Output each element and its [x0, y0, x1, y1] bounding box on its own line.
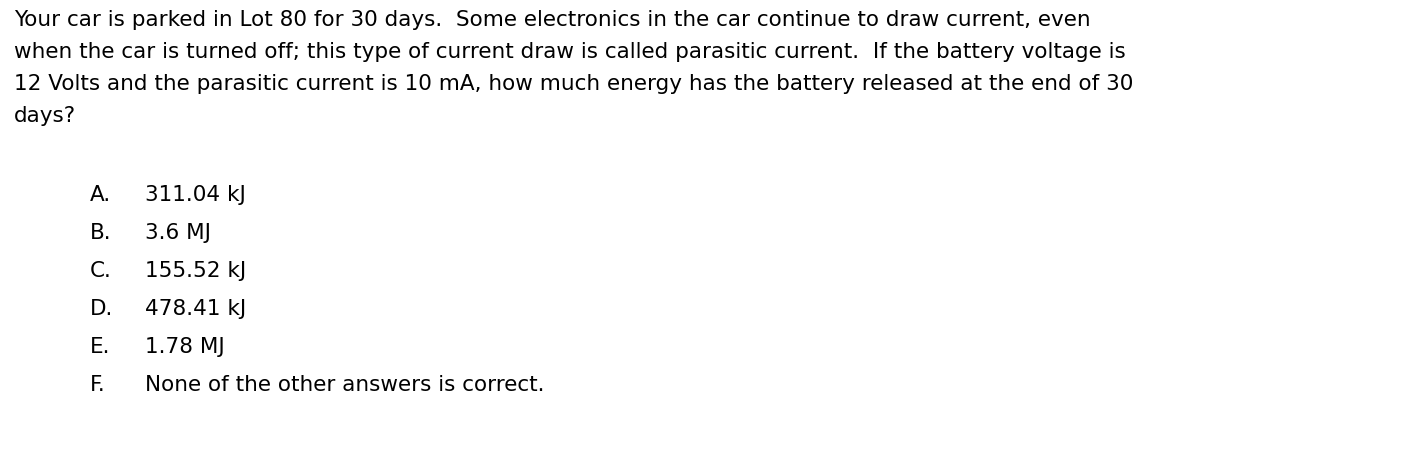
Text: 311.04 kJ: 311.04 kJ: [145, 185, 245, 205]
Text: E.: E.: [89, 337, 111, 357]
Text: 12 Volts and the parasitic current is 10 mA, how much energy has the battery rel: 12 Volts and the parasitic current is 10…: [14, 74, 1134, 94]
Text: B.: B.: [89, 223, 112, 243]
Text: C.: C.: [89, 261, 112, 281]
Text: 3.6 MJ: 3.6 MJ: [145, 223, 211, 243]
Text: 1.78 MJ: 1.78 MJ: [145, 337, 224, 357]
Text: F.: F.: [89, 375, 106, 395]
Text: D.: D.: [89, 299, 114, 319]
Text: 155.52 kJ: 155.52 kJ: [145, 261, 247, 281]
Text: 478.41 kJ: 478.41 kJ: [145, 299, 247, 319]
Text: A.: A.: [89, 185, 111, 205]
Text: Your car is parked in Lot 80 for 30 days.  Some electronics in the car continue : Your car is parked in Lot 80 for 30 days…: [14, 10, 1091, 30]
Text: when the car is turned off; this type of current draw is called parasitic curren: when the car is turned off; this type of…: [14, 42, 1125, 62]
Text: None of the other answers is correct.: None of the other answers is correct.: [145, 375, 545, 395]
Text: days?: days?: [14, 106, 77, 126]
